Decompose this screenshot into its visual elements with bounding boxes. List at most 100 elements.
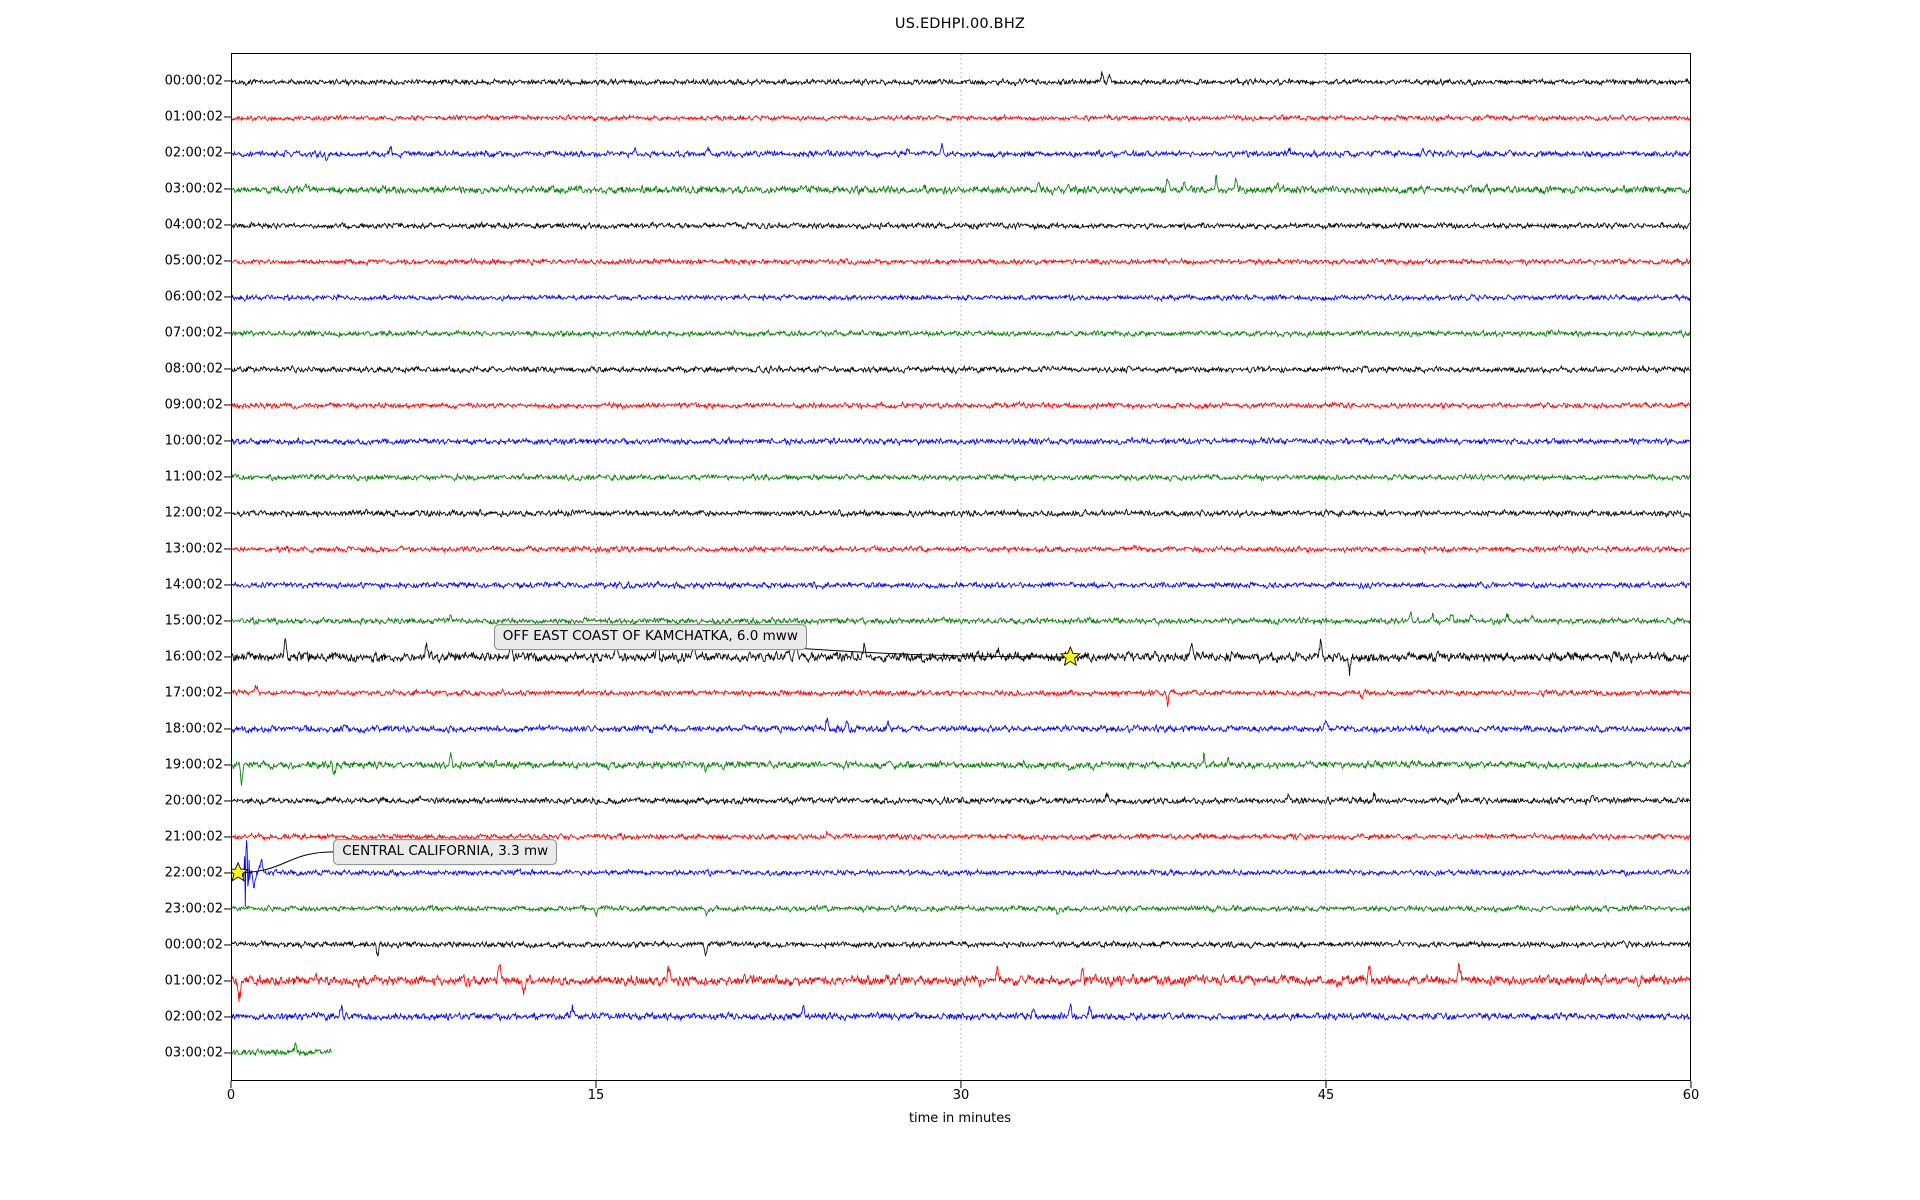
plot-area bbox=[231, 53, 1691, 1081]
y-axis-tick-label: 00:00:02 bbox=[164, 73, 223, 89]
y-axis-tick-label: 02:00:02 bbox=[164, 145, 223, 161]
trace-line bbox=[232, 634, 1690, 676]
trace-line bbox=[232, 791, 1690, 807]
x-axis-tick-label: 30 bbox=[952, 1088, 970, 1103]
y-axis-tick-mark bbox=[224, 692, 231, 694]
trace-line bbox=[232, 544, 1690, 555]
y-axis-tick-label: 15:00:02 bbox=[164, 613, 223, 629]
y-axis-tick-label: 12:00:02 bbox=[164, 505, 223, 521]
trace-line bbox=[232, 903, 1690, 918]
trace-line bbox=[232, 840, 1690, 908]
y-axis-tick-label: 05:00:02 bbox=[164, 253, 223, 269]
trace-line bbox=[232, 472, 1690, 482]
trace-line bbox=[232, 256, 1690, 267]
y-axis-tick-label: 10:00:02 bbox=[164, 433, 223, 449]
y-axis-tick-mark bbox=[224, 440, 231, 442]
page-title: US.EDHPI.00.BHZ bbox=[894, 16, 1026, 32]
y-axis-tick-label: 03:00:02 bbox=[164, 1045, 223, 1061]
seismogram-traces bbox=[232, 54, 1690, 1080]
annotation-label-central-california[interactable]: CENTRAL CALIFORNIA, 3.3 mw bbox=[333, 839, 558, 866]
y-axis-tick-label: 14:00:02 bbox=[164, 577, 223, 593]
y-axis-tick-mark bbox=[224, 188, 231, 190]
y-axis-tick-mark bbox=[224, 512, 231, 514]
trace-line bbox=[232, 580, 1690, 591]
x-axis-tick-mark bbox=[595, 1081, 597, 1088]
annotation-leader-line bbox=[238, 851, 335, 874]
trace-line bbox=[232, 113, 1690, 123]
x-axis-label: time in minutes bbox=[908, 1111, 1012, 1126]
trace-line bbox=[232, 71, 1690, 87]
y-axis-tick-label: 13:00:02 bbox=[164, 541, 223, 557]
x-axis-tick-mark bbox=[230, 1081, 232, 1088]
y-axis-tick-label: 16:00:02 bbox=[164, 649, 223, 665]
y-axis-tick-label: 21:00:02 bbox=[164, 829, 223, 845]
y-axis-tick-label: 08:00:02 bbox=[164, 361, 223, 377]
trace-line bbox=[232, 220, 1690, 231]
y-axis-tick-mark bbox=[224, 404, 231, 406]
y-axis-tick-mark bbox=[224, 872, 231, 874]
x-axis-tick-label: 60 bbox=[1682, 1088, 1700, 1103]
y-axis-tick-label: 23:00:02 bbox=[164, 901, 223, 917]
y-axis-tick-label: 01:00:02 bbox=[164, 109, 223, 125]
y-axis-tick-mark bbox=[224, 548, 231, 550]
y-axis-tick-mark bbox=[224, 836, 231, 838]
y-axis-tick-mark bbox=[224, 620, 231, 622]
annotation-label-kamchatka[interactable]: OFF EAST COAST OF KAMCHATKA, 6.0 mww bbox=[493, 624, 807, 651]
y-axis-tick-mark bbox=[224, 80, 231, 82]
y-axis-tick-mark bbox=[224, 944, 231, 946]
y-axis-tick-label: 07:00:02 bbox=[164, 325, 223, 341]
x-axis-tick-mark bbox=[1325, 1081, 1327, 1088]
y-axis-tick-mark bbox=[224, 1016, 231, 1018]
y-axis-tick-mark bbox=[224, 224, 231, 226]
y-axis-tick-mark bbox=[224, 260, 231, 262]
y-axis-tick-mark bbox=[224, 332, 231, 334]
x-axis-tick-mark bbox=[960, 1081, 962, 1088]
y-axis-tick-label: 09:00:02 bbox=[164, 397, 223, 413]
y-axis-tick-mark bbox=[224, 152, 231, 154]
trace-line bbox=[232, 508, 1690, 519]
y-axis-tick-label: 06:00:02 bbox=[164, 289, 223, 305]
trace-line bbox=[232, 1002, 1690, 1022]
x-axis-tick-label: 0 bbox=[226, 1088, 236, 1103]
y-axis-tick-mark bbox=[224, 368, 231, 370]
trace-line bbox=[232, 293, 1690, 303]
trace-line bbox=[232, 328, 1690, 339]
y-axis-tick-label: 02:00:02 bbox=[164, 1009, 223, 1025]
trace-line bbox=[232, 364, 1690, 375]
y-axis-tick-label: 20:00:02 bbox=[164, 793, 223, 809]
trace-line bbox=[232, 939, 1690, 957]
trace-line bbox=[232, 717, 1690, 735]
y-axis-tick-label: 11:00:02 bbox=[164, 469, 223, 485]
y-axis-tick-mark bbox=[224, 908, 231, 910]
y-axis-tick-mark bbox=[224, 656, 231, 658]
trace-line bbox=[232, 830, 1690, 842]
trace-line bbox=[232, 610, 1690, 627]
y-axis-tick-mark bbox=[224, 800, 231, 802]
y-axis-tick-label: 03:00:02 bbox=[164, 181, 223, 197]
trace-line bbox=[232, 684, 1690, 707]
trace-line bbox=[232, 143, 1690, 161]
y-axis-tick-label: 18:00:02 bbox=[164, 721, 223, 737]
y-axis-tick-mark bbox=[224, 764, 231, 766]
y-axis-tick-label: 00:00:02 bbox=[164, 937, 223, 953]
trace-line bbox=[232, 174, 1690, 197]
trace-line bbox=[232, 400, 1690, 411]
event-star-marker[interactable] bbox=[232, 861, 249, 882]
y-axis-tick-label: 04:00:02 bbox=[164, 217, 223, 233]
trace-line bbox=[232, 751, 1690, 786]
y-axis-tick-label: 17:00:02 bbox=[164, 685, 223, 701]
trace-line bbox=[232, 962, 1690, 1002]
y-axis-tick-mark bbox=[224, 116, 231, 118]
x-axis-tick-label: 45 bbox=[1317, 1088, 1335, 1103]
trace-line bbox=[232, 1041, 332, 1057]
event-star-marker[interactable] bbox=[1059, 645, 1081, 667]
y-axis-tick-mark bbox=[224, 1052, 231, 1054]
y-axis-tick-label: 19:00:02 bbox=[164, 757, 223, 773]
x-axis-tick-label: 15 bbox=[587, 1088, 605, 1103]
y-axis-tick-label: 01:00:02 bbox=[164, 973, 223, 989]
y-axis-tick-label: 22:00:02 bbox=[164, 865, 223, 881]
y-axis-tick-mark bbox=[224, 584, 231, 586]
y-axis-tick-mark bbox=[224, 980, 231, 982]
x-axis-tick-mark bbox=[1690, 1081, 1692, 1088]
